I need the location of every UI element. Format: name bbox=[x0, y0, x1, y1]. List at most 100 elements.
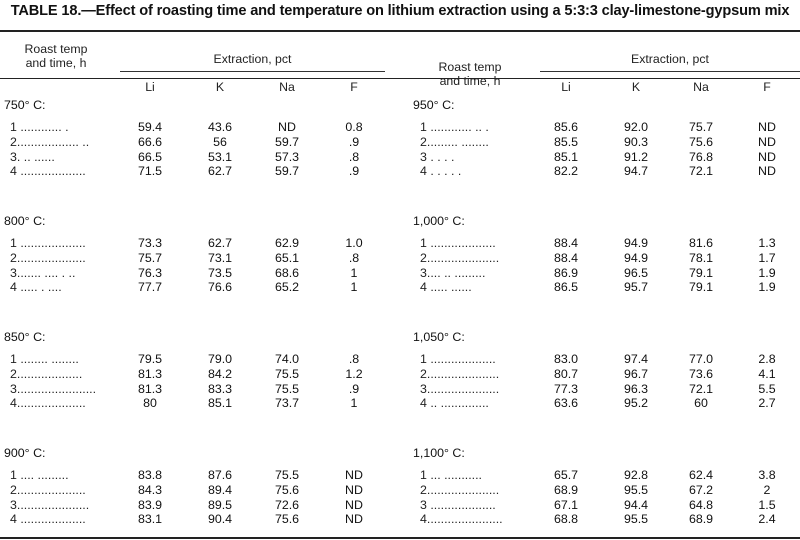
section-heading: 1,100° C: bbox=[413, 446, 465, 460]
row-label: 3. .. ...... bbox=[10, 149, 55, 164]
bottom-rule bbox=[0, 537, 800, 539]
table-cell: 59.7 bbox=[274, 164, 300, 179]
table-cell: 1 bbox=[350, 396, 358, 411]
table-cell: 85.5 bbox=[553, 134, 579, 149]
table-cell: 96.7 bbox=[623, 366, 649, 381]
table-cell: 83.1 bbox=[137, 512, 163, 527]
row-label: 3..................... bbox=[10, 497, 90, 512]
row-label: 3 ................... bbox=[420, 497, 496, 512]
roast-header-left-line1: Roast temp bbox=[24, 42, 88, 56]
row-label: 3....... .... . .. bbox=[10, 265, 76, 280]
table-cell: 59.7 bbox=[274, 134, 300, 149]
section-heading: 1,050° C: bbox=[413, 330, 465, 344]
table-cell: 5.5 bbox=[758, 381, 776, 396]
row-label: 1 ................... bbox=[420, 352, 496, 366]
table-cell: ND bbox=[345, 468, 363, 482]
table-cell: 95.7 bbox=[623, 280, 649, 295]
table-cell: ND bbox=[345, 512, 363, 527]
table-cell: 56 bbox=[213, 134, 227, 149]
row-label: 1 ............ .. . bbox=[420, 120, 489, 134]
col-li-right: Li bbox=[561, 80, 571, 94]
table-cell: 62.7 bbox=[207, 236, 233, 250]
table-cell: 59.4 bbox=[137, 120, 163, 134]
extraction-subrule-right bbox=[540, 71, 800, 72]
table-cell: 75.6 bbox=[688, 134, 714, 149]
table-cell: 97.4 bbox=[623, 352, 649, 366]
table-cell: 73.5 bbox=[207, 265, 233, 280]
table-cell: 73.6 bbox=[688, 366, 714, 381]
table-cell: 64.8 bbox=[688, 497, 714, 512]
table-cell: 67.2 bbox=[688, 482, 714, 497]
table-cell: 79.1 bbox=[688, 280, 714, 295]
table-cell: 75.6 bbox=[274, 512, 300, 527]
roast-header-left-line2: and time, h bbox=[25, 56, 87, 70]
section-heading: 900° C: bbox=[4, 446, 46, 460]
table-cell: 83.3 bbox=[207, 381, 233, 396]
row-label: 3..................... bbox=[420, 381, 500, 396]
table-title: TABLE 18.—Effect of roasting time and te… bbox=[10, 3, 790, 19]
table-cell: 84.3 bbox=[137, 482, 163, 497]
table-cell: 60 bbox=[694, 396, 708, 411]
row-label: 4 ..... . .... bbox=[10, 280, 62, 295]
row-label: 4 . . . . . bbox=[420, 164, 462, 179]
table-cell: 1.9 bbox=[758, 280, 776, 295]
table-cell: 67.1 bbox=[553, 497, 579, 512]
table-cell: 82.2 bbox=[553, 164, 579, 179]
row-label: 4 ................... bbox=[10, 164, 86, 179]
table-cell: 77.3 bbox=[553, 381, 579, 396]
row-label: 2......... ........ bbox=[420, 134, 489, 149]
table-cell: 43.6 bbox=[207, 120, 233, 134]
table-cell: 68.9 bbox=[688, 512, 714, 527]
table-cell: 94.9 bbox=[623, 236, 649, 250]
table-cell: 89.5 bbox=[207, 497, 233, 512]
table-cell: 75.5 bbox=[274, 381, 300, 396]
table-cell: 62.4 bbox=[688, 468, 714, 482]
table-cell: 77.0 bbox=[688, 352, 714, 366]
roast-header-right-line2: and time, h bbox=[439, 74, 501, 88]
table-cell: 1.9 bbox=[758, 265, 776, 280]
table-cell: 75.7 bbox=[688, 120, 714, 134]
row-label: 1 ................... bbox=[420, 236, 496, 250]
section-heading: 850° C: bbox=[4, 330, 46, 344]
col-f-right: F bbox=[763, 80, 771, 94]
table-cell: 75.7 bbox=[137, 250, 163, 265]
table-cell: 80 bbox=[143, 396, 157, 411]
table-cell: 92.8 bbox=[623, 468, 649, 482]
table-cell: .9 bbox=[348, 164, 360, 179]
top-rule bbox=[0, 30, 800, 32]
table-cell: 65.1 bbox=[274, 250, 300, 265]
table-cell: 87.6 bbox=[207, 468, 233, 482]
table-cell: ND bbox=[278, 120, 296, 134]
table-cell: 68.6 bbox=[274, 265, 300, 280]
table-cell: 1.3 bbox=[758, 236, 776, 250]
table-cell: 1.7 bbox=[758, 250, 776, 265]
table-cell: ND bbox=[345, 482, 363, 497]
table-cell: 92.0 bbox=[623, 120, 649, 134]
table-cell: ND bbox=[345, 497, 363, 512]
table-cell: 62.7 bbox=[207, 164, 233, 179]
table-cell: 83.8 bbox=[137, 468, 163, 482]
table-cell: 72.6 bbox=[274, 497, 300, 512]
section-heading: 750° C: bbox=[4, 98, 46, 112]
table-cell: 80.7 bbox=[553, 366, 579, 381]
row-label: 3 . . . . bbox=[420, 149, 455, 164]
table-cell: 85.1 bbox=[553, 149, 579, 164]
col-na-left: Na bbox=[279, 80, 295, 94]
table-cell: 66.5 bbox=[137, 149, 163, 164]
section-heading: 800° C: bbox=[4, 214, 46, 228]
table-cell: .9 bbox=[348, 134, 360, 149]
row-label: 2................... bbox=[10, 366, 83, 381]
table-cell: 85.6 bbox=[553, 120, 579, 134]
header-rule bbox=[0, 78, 800, 79]
table-cell: 74.0 bbox=[274, 352, 300, 366]
table-cell: 79.5 bbox=[137, 352, 163, 366]
table-cell: 76.6 bbox=[207, 280, 233, 295]
table-cell: 71.5 bbox=[137, 164, 163, 179]
table-cell: ND bbox=[758, 164, 776, 179]
row-label: 3....................... bbox=[10, 381, 97, 396]
table-cell: 2 bbox=[763, 482, 771, 497]
table-cell: 2.8 bbox=[758, 352, 776, 366]
row-label: 4 ..... ...... bbox=[420, 280, 472, 295]
table-cell: 2.4 bbox=[758, 512, 776, 527]
